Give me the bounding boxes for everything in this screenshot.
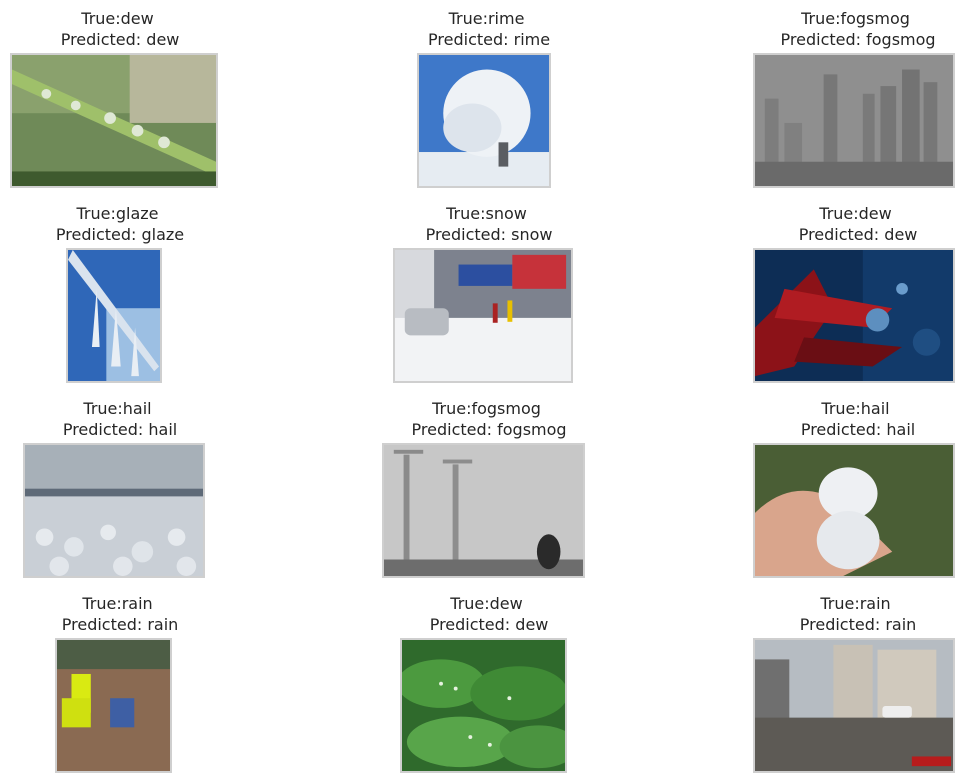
predicted-label: Predicted: rain <box>794 615 917 634</box>
true-label: True:snow <box>446 204 527 223</box>
true-label: True:fogsmog <box>801 9 910 28</box>
rain-flooded-workers-image <box>55 638 172 773</box>
predicted-label: Predicted: snow <box>420 225 553 244</box>
grid-cell-5: True:snow Predicted: snow <box>369 201 604 386</box>
grid-cell-4: True:glaze Predicted: glaze <box>0 201 235 386</box>
grid-cell-6: True:dew Predicted: dew <box>738 201 964 386</box>
true-label: True:hail <box>821 399 890 418</box>
true-label: True:rime <box>448 9 525 28</box>
glaze-ice-branch-image <box>66 248 162 383</box>
predicted-label: Predicted: dew <box>55 30 180 49</box>
predicted-label: Predicted: dew <box>793 225 918 244</box>
predicted-label: Predicted: rain <box>56 615 179 634</box>
grid-cell-3: True:fogsmog Predicted: fogsmog <box>738 6 964 191</box>
rain-flooded-street-image <box>753 638 955 773</box>
predicted-label: Predicted: rime <box>422 30 551 49</box>
dew-drops-on-stem-image <box>10 53 218 188</box>
snowy-street-image <box>393 248 573 383</box>
true-label: True:rain <box>820 594 891 613</box>
true-label: True:fogsmog <box>432 399 541 418</box>
grid-cell-11: True:dew Predicted: dew <box>369 591 604 776</box>
predicted-label: Predicted: fogsmog <box>775 30 936 49</box>
fogsmog-skyline-image <box>753 53 955 188</box>
true-label: True:dew <box>450 594 523 613</box>
dew-red-flower-image <box>753 248 955 383</box>
predicted-label: Predicted: dew <box>424 615 549 634</box>
true-label: True:dew <box>819 204 892 223</box>
fogsmog-plaza-image <box>382 443 585 578</box>
true-label: True:rain <box>82 594 153 613</box>
rime-tree-image <box>417 53 551 188</box>
grid-cell-10: True:rain Predicted: rain <box>0 591 235 776</box>
true-label: True:dew <box>81 9 154 28</box>
hail-field-image <box>23 443 205 578</box>
grid-cell-1: True:dew Predicted: dew <box>0 6 235 191</box>
dew-green-leaves-image <box>400 638 567 773</box>
hailstones-in-hand-image <box>753 443 955 578</box>
predicted-label: Predicted: glaze <box>50 225 185 244</box>
true-label: True:glaze <box>76 204 159 223</box>
predicted-label: Predicted: hail <box>57 420 178 439</box>
grid-cell-8: True:fogsmog Predicted: fogsmog <box>369 396 604 581</box>
grid-cell-2: True:rime Predicted: rime <box>369 6 604 191</box>
grid-cell-9: True:hail Predicted: hail <box>738 396 964 581</box>
predicted-label: Predicted: hail <box>795 420 916 439</box>
true-label: True:hail <box>83 399 152 418</box>
grid-cell-7: True:hail Predicted: hail <box>0 396 235 581</box>
grid-cell-12: True:rain Predicted: rain <box>738 591 964 776</box>
predicted-label: Predicted: fogsmog <box>406 420 567 439</box>
